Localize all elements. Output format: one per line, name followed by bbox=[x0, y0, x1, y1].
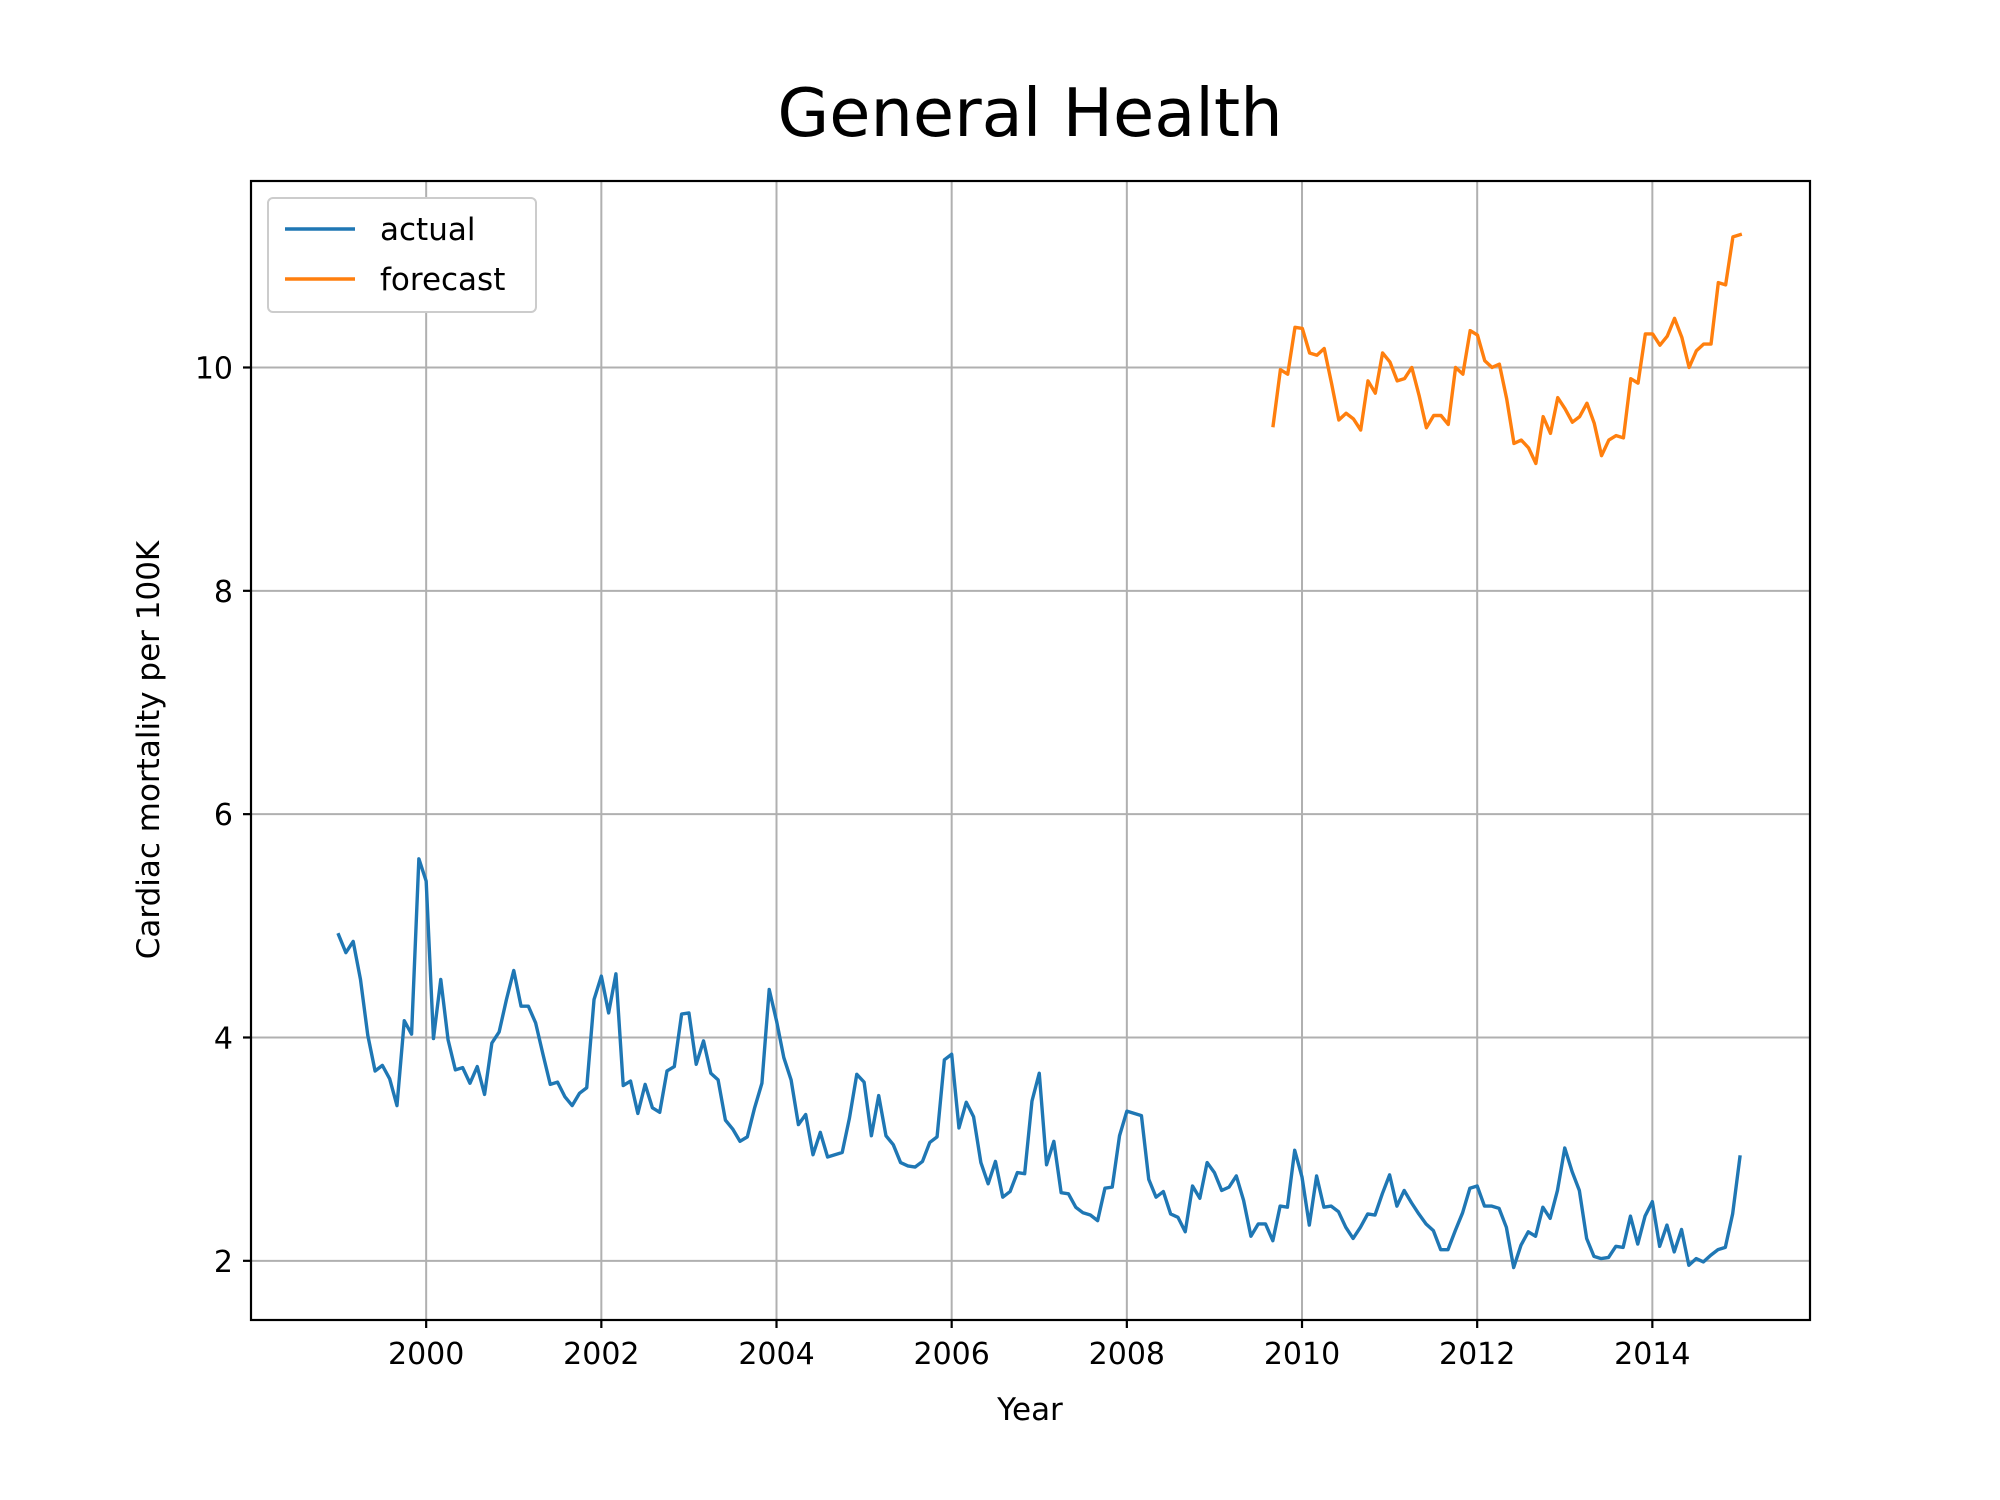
x-tick-label: 2008 bbox=[1089, 1337, 1165, 1372]
y-axis-label: Cardiac mortality per 100K bbox=[131, 540, 167, 959]
series-line-forecast bbox=[1271, 232, 1743, 466]
grid-lines bbox=[251, 181, 1810, 1320]
x-tick-label: 2000 bbox=[388, 1337, 464, 1372]
x-axis-ticks: 2000 2002 2004 2006 2008 2010 2012 2014 bbox=[388, 1320, 1691, 1372]
y-tick-label: 6 bbox=[214, 798, 233, 833]
series-line-actual bbox=[336, 857, 1742, 1270]
y-tick-label: 2 bbox=[214, 1245, 233, 1280]
y-tick-label: 8 bbox=[214, 575, 233, 610]
x-tick-label: 2006 bbox=[913, 1337, 989, 1372]
x-tick-label: 2002 bbox=[563, 1337, 639, 1372]
x-tick-label: 2010 bbox=[1264, 1337, 1340, 1372]
x-tick-label: 2004 bbox=[738, 1337, 814, 1372]
legend-label-actual: actual bbox=[380, 212, 475, 248]
x-axis-label: Year bbox=[996, 1392, 1063, 1428]
chart-title: General Health bbox=[777, 74, 1282, 152]
y-tick-label: 10 bbox=[195, 351, 233, 386]
y-axis-ticks: 2 4 6 8 10 bbox=[195, 351, 251, 1280]
plot-area-frame bbox=[249, 179, 1812, 1322]
x-tick-label: 2012 bbox=[1439, 1337, 1515, 1372]
x-tick-label: 2014 bbox=[1614, 1337, 1690, 1372]
legend: actual forecast bbox=[267, 197, 537, 313]
legend-frame bbox=[267, 197, 537, 313]
y-tick-label: 4 bbox=[214, 1021, 233, 1056]
legend-label-forecast: forecast bbox=[380, 262, 505, 298]
series-lines bbox=[336, 232, 1743, 1270]
